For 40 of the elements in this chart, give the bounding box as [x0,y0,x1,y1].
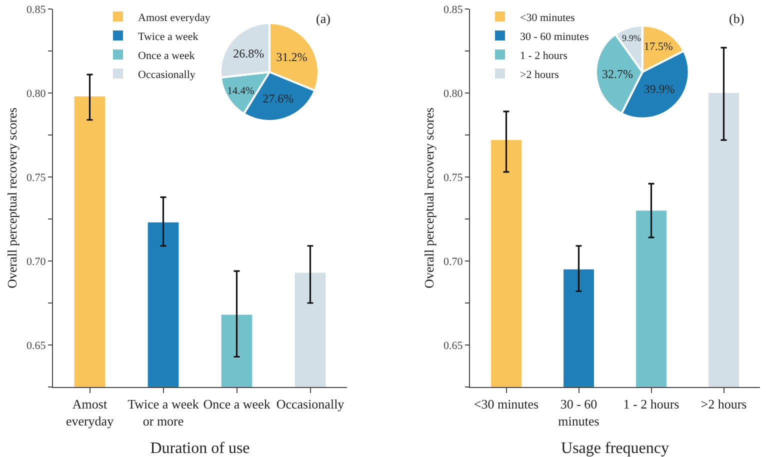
text: 0.70 [444,256,463,268]
annotation: (b) [729,11,744,26]
legend-label: >2 hours [520,68,559,81]
data-label: 14.4% [227,86,255,97]
y-tick-label: 0.75 [26,172,46,184]
annotation: (a) [316,11,330,26]
text: 0.70 [26,256,46,268]
data-label: 39.9% [644,82,675,96]
legend-label: Occasionally [138,68,196,81]
data-label: 31.2% [276,50,308,64]
y-axis-title: Overall perceptual recovery scores [4,108,20,288]
x-tick-label: 30 - 60 minutes [558,396,600,428]
x-tick-label: Amost everyday [66,396,114,428]
data-label: 9.9% [622,33,642,44]
y-axis-title: Overall perceptual recovery scores [422,108,436,288]
data-label: 17.5% [644,40,673,53]
legend-label: Twice a week [138,30,199,43]
x-axis-title: Usage frequency [561,440,669,457]
legend-label: 1 - 2 hours [520,50,568,62]
y-tick-label: 0.75 [444,172,464,184]
data-label: 26.8% [233,46,264,60]
legend-label: Amost everyday [138,12,211,24]
y-tick-label: 0.85 [444,4,464,16]
text: 0.80 [26,88,46,100]
x-tick-label: <30 minutes [474,396,539,412]
y-tick-label: 0.85 [26,4,46,16]
data-label: 32.7% [602,66,633,81]
text: 0.80 [444,88,463,100]
x-tick-label: >2 hours [700,396,747,412]
x-tick-label: Occasionally [276,396,345,412]
legend-label: <30 minutes [520,12,575,24]
x-tick-label: Twice a week or more [128,396,200,428]
y-tick-label: 0.65 [26,340,46,352]
x-tick-label: Once a week [203,396,271,412]
x-tick-label: 1 - 2 hours [623,396,680,412]
y-tick-label: 0.65 [444,340,464,352]
legend-label: Once a week [138,50,196,62]
legend-label: 30 - 60 minutes [520,30,589,43]
data-label: 27.6% [262,91,294,106]
x-axis-title: Duration of use [150,440,250,457]
